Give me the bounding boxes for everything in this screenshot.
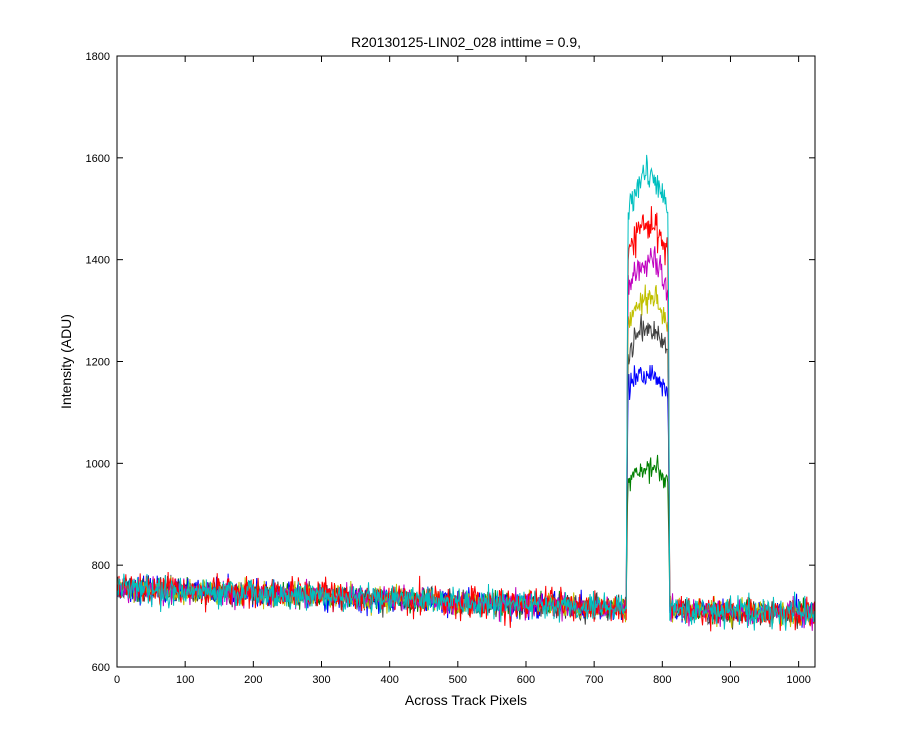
x-axis-label: Across Track Pixels [405,692,527,708]
y-tick-label: 800 [92,560,110,572]
x-tick-label: 700 [585,674,603,686]
y-tick-label: 1800 [86,51,110,63]
x-tick-label: 1000 [786,674,810,686]
x-tick-label: 400 [380,674,398,686]
x-tick-label: 300 [312,674,330,686]
y-tick-label: 1200 [86,357,110,369]
x-tick-label: 100 [176,674,194,686]
plot-area [117,56,815,667]
x-tick-label: 800 [653,674,671,686]
x-tick-label: 0 [114,674,120,686]
y-tick-label: 600 [92,662,110,674]
y-axis-label: Intensity (ADU) [58,314,74,409]
axis-layer: 0 100 200 300 400 500 600 700 800 900 1000 600 800 10… [86,51,816,686]
series-layer [116,154,816,632]
x-tick-label: 600 [517,674,535,686]
x-tick-label: 200 [244,674,262,686]
series-line-7 [116,154,816,631]
x-tick-label: 900 [721,674,739,686]
y-tick-label: 1000 [86,458,110,470]
chart-title: R20130125-LIN02_028 inttime = 0.9, [351,34,581,50]
y-tick-label: 1600 [86,153,110,165]
y-tick-label: 1400 [86,255,110,267]
x-tick-label: 500 [449,674,467,686]
